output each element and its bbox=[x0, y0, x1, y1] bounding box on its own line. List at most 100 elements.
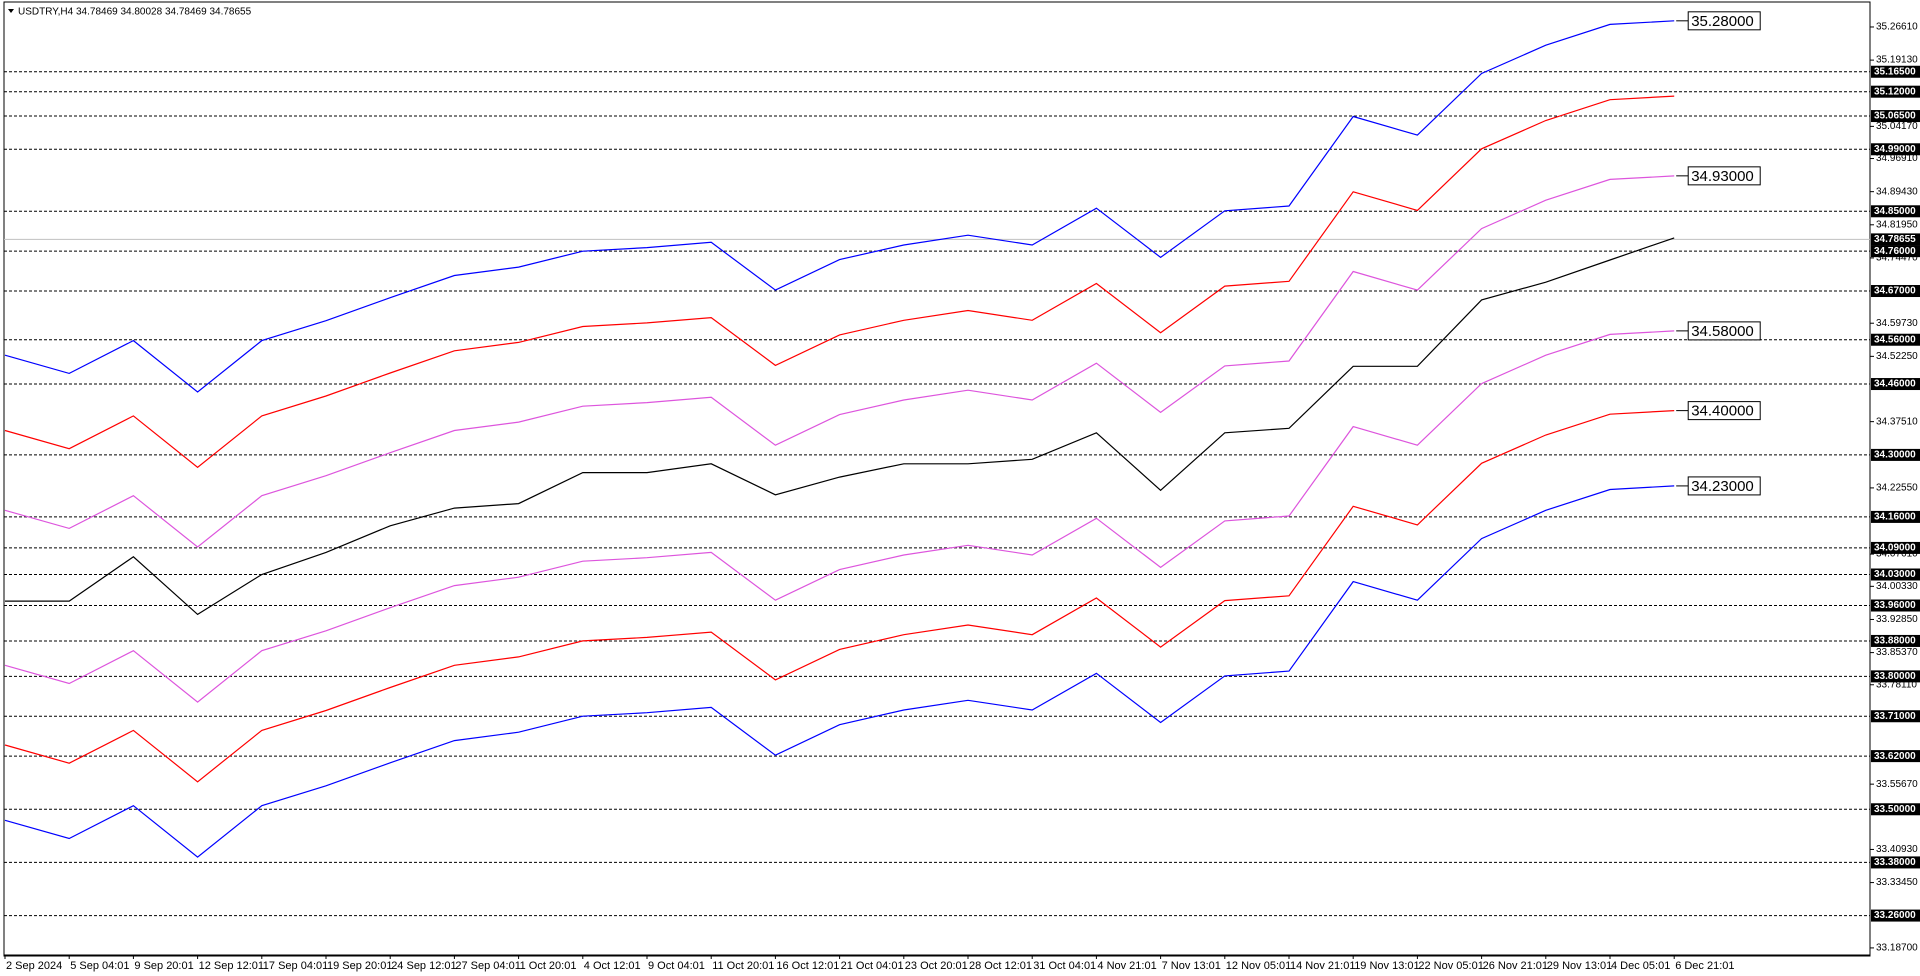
chart-title: USDTRY,H4 34.78469 34.80028 34.78469 34.… bbox=[18, 7, 252, 18]
level-label: 34.99000 bbox=[1874, 144, 1916, 155]
y-tick-label: 33.55670 bbox=[1876, 779, 1918, 790]
series-line bbox=[4, 485, 1675, 858]
x-tick-label: 31 Oct 04:01 bbox=[1033, 960, 1096, 972]
x-tick-label: 16 Oct 12:01 bbox=[776, 960, 839, 972]
series-line bbox=[4, 330, 1675, 703]
level-label-box bbox=[1871, 143, 1920, 156]
x-tick-label: 24 Sep 12:01 bbox=[391, 960, 456, 972]
level-label: 33.38000 bbox=[1874, 857, 1916, 868]
x-tick-label: 7 Nov 13:01 bbox=[1162, 960, 1221, 972]
level-label-box bbox=[1871, 378, 1920, 391]
x-tick-label: 26 Nov 21:01 bbox=[1483, 960, 1548, 972]
annotation-label: 34.58000 bbox=[1691, 323, 1754, 340]
y-tick-label: 34.74470 bbox=[1876, 253, 1918, 264]
level-label: 34.03000 bbox=[1874, 569, 1916, 580]
y-tick-label: 34.89430 bbox=[1876, 186, 1918, 197]
x-tick-label: 11 Oct 20:01 bbox=[712, 960, 774, 972]
annotation-box bbox=[1687, 11, 1761, 31]
y-tick-label: 33.92850 bbox=[1876, 614, 1918, 625]
menu-arrow[interactable] bbox=[8, 9, 14, 13]
annotation-box bbox=[1687, 166, 1761, 186]
x-tick-label: 29 Nov 13:01 bbox=[1547, 960, 1612, 972]
y-tick-label: 34.00330 bbox=[1876, 581, 1918, 592]
level-label-box bbox=[1871, 710, 1920, 723]
level-label-box bbox=[1871, 285, 1920, 298]
level-label: 35.12000 bbox=[1874, 86, 1916, 97]
level-label: 34.16000 bbox=[1874, 512, 1916, 523]
level-label: 33.26000 bbox=[1874, 910, 1916, 921]
annotation-box bbox=[1687, 401, 1761, 421]
x-tick-label: 14 Nov 21:01 bbox=[1290, 960, 1355, 972]
x-tick-label: 23 Oct 20:01 bbox=[905, 960, 968, 972]
annotation-label: 34.40000 bbox=[1691, 403, 1754, 420]
level-label: 33.62000 bbox=[1874, 751, 1916, 762]
level-label-box bbox=[1871, 541, 1920, 554]
level-label-box bbox=[1871, 448, 1920, 461]
y-tick-label: 35.19130 bbox=[1876, 55, 1918, 66]
level-label-box bbox=[1871, 205, 1920, 218]
y-tick-label: 33.85370 bbox=[1876, 647, 1918, 658]
y-tick-label: 34.81950 bbox=[1876, 219, 1918, 230]
last-price-label: 34.78655 bbox=[1874, 234, 1916, 245]
level-label-box bbox=[1871, 85, 1920, 98]
level-label: 35.16500 bbox=[1874, 66, 1916, 77]
x-tick-label: 27 Sep 04:01 bbox=[455, 960, 520, 972]
level-label-box bbox=[1871, 510, 1920, 523]
level-label-box bbox=[1871, 245, 1920, 258]
y-tick-label: 35.26610 bbox=[1876, 22, 1918, 33]
annotation-box bbox=[1687, 476, 1761, 496]
x-tick-label: 6 Dec 21:01 bbox=[1675, 960, 1734, 972]
level-label-box bbox=[1871, 333, 1920, 346]
level-label: 34.76000 bbox=[1874, 246, 1916, 257]
level-label: 33.88000 bbox=[1874, 636, 1916, 647]
level-label-box bbox=[1871, 803, 1920, 816]
x-tick-label: 9 Sep 20:01 bbox=[134, 960, 193, 972]
level-label: 34.56000 bbox=[1874, 334, 1916, 345]
x-tick-label: 4 Nov 21:01 bbox=[1097, 960, 1156, 972]
series-line bbox=[5, 237, 1675, 616]
level-label: 33.96000 bbox=[1874, 600, 1916, 611]
x-tick-label: 4 Dec 05:01 bbox=[1611, 960, 1670, 972]
x-tick-label: 21 Oct 04:01 bbox=[841, 960, 904, 972]
level-label: 34.67000 bbox=[1874, 286, 1916, 297]
level-label: 33.50000 bbox=[1874, 804, 1916, 815]
y-tick-label: 34.37510 bbox=[1876, 416, 1918, 427]
level-label-box bbox=[1871, 110, 1920, 123]
x-tick-label: 28 Oct 12:01 bbox=[969, 960, 1032, 972]
level-label: 34.30000 bbox=[1874, 450, 1916, 461]
x-tick-label: 9 Oct 04:01 bbox=[648, 960, 705, 972]
x-tick-label: 12 Nov 05:01 bbox=[1226, 960, 1291, 972]
series-line bbox=[4, 410, 1675, 783]
y-tick-label: 33.18700 bbox=[1876, 943, 1918, 954]
x-tick-label: 1 Oct 20:01 bbox=[520, 960, 577, 972]
level-label-box bbox=[1871, 750, 1920, 763]
level-label-box bbox=[1871, 856, 1920, 869]
level-label: 35.06500 bbox=[1874, 111, 1916, 122]
y-tick-label: 33.33450 bbox=[1876, 877, 1918, 888]
level-label-box bbox=[1871, 65, 1920, 78]
y-tick-label: 34.96910 bbox=[1876, 153, 1918, 164]
plot-frame bbox=[3, 1, 1871, 957]
x-tick-label: 2 Sep 2024 bbox=[6, 960, 62, 972]
y-tick-label: 33.78110 bbox=[1876, 679, 1917, 690]
level-label: 33.80000 bbox=[1874, 671, 1916, 682]
y-tick-label: 33.40930 bbox=[1876, 844, 1918, 855]
y-tick-label: 34.59730 bbox=[1876, 318, 1918, 329]
annotation-label: 34.23000 bbox=[1691, 478, 1754, 495]
level-label-box bbox=[1871, 599, 1920, 612]
annotation-label: 34.93000 bbox=[1691, 168, 1754, 185]
x-tick-label: 4 Oct 12:01 bbox=[584, 960, 641, 972]
level-label-box bbox=[1871, 670, 1920, 683]
annotation-box bbox=[1687, 321, 1761, 341]
series-line bbox=[4, 95, 1675, 469]
x-tick-label: 5 Sep 04:01 bbox=[70, 960, 129, 972]
series-line bbox=[4, 175, 1675, 548]
level-label: 33.71000 bbox=[1874, 711, 1916, 722]
level-label: 34.85000 bbox=[1874, 206, 1916, 217]
series-line bbox=[4, 20, 1675, 393]
level-label-box bbox=[1871, 568, 1920, 581]
y-tick-label: 34.07610 bbox=[1876, 549, 1918, 560]
annotation-label: 35.28000 bbox=[1691, 13, 1754, 30]
